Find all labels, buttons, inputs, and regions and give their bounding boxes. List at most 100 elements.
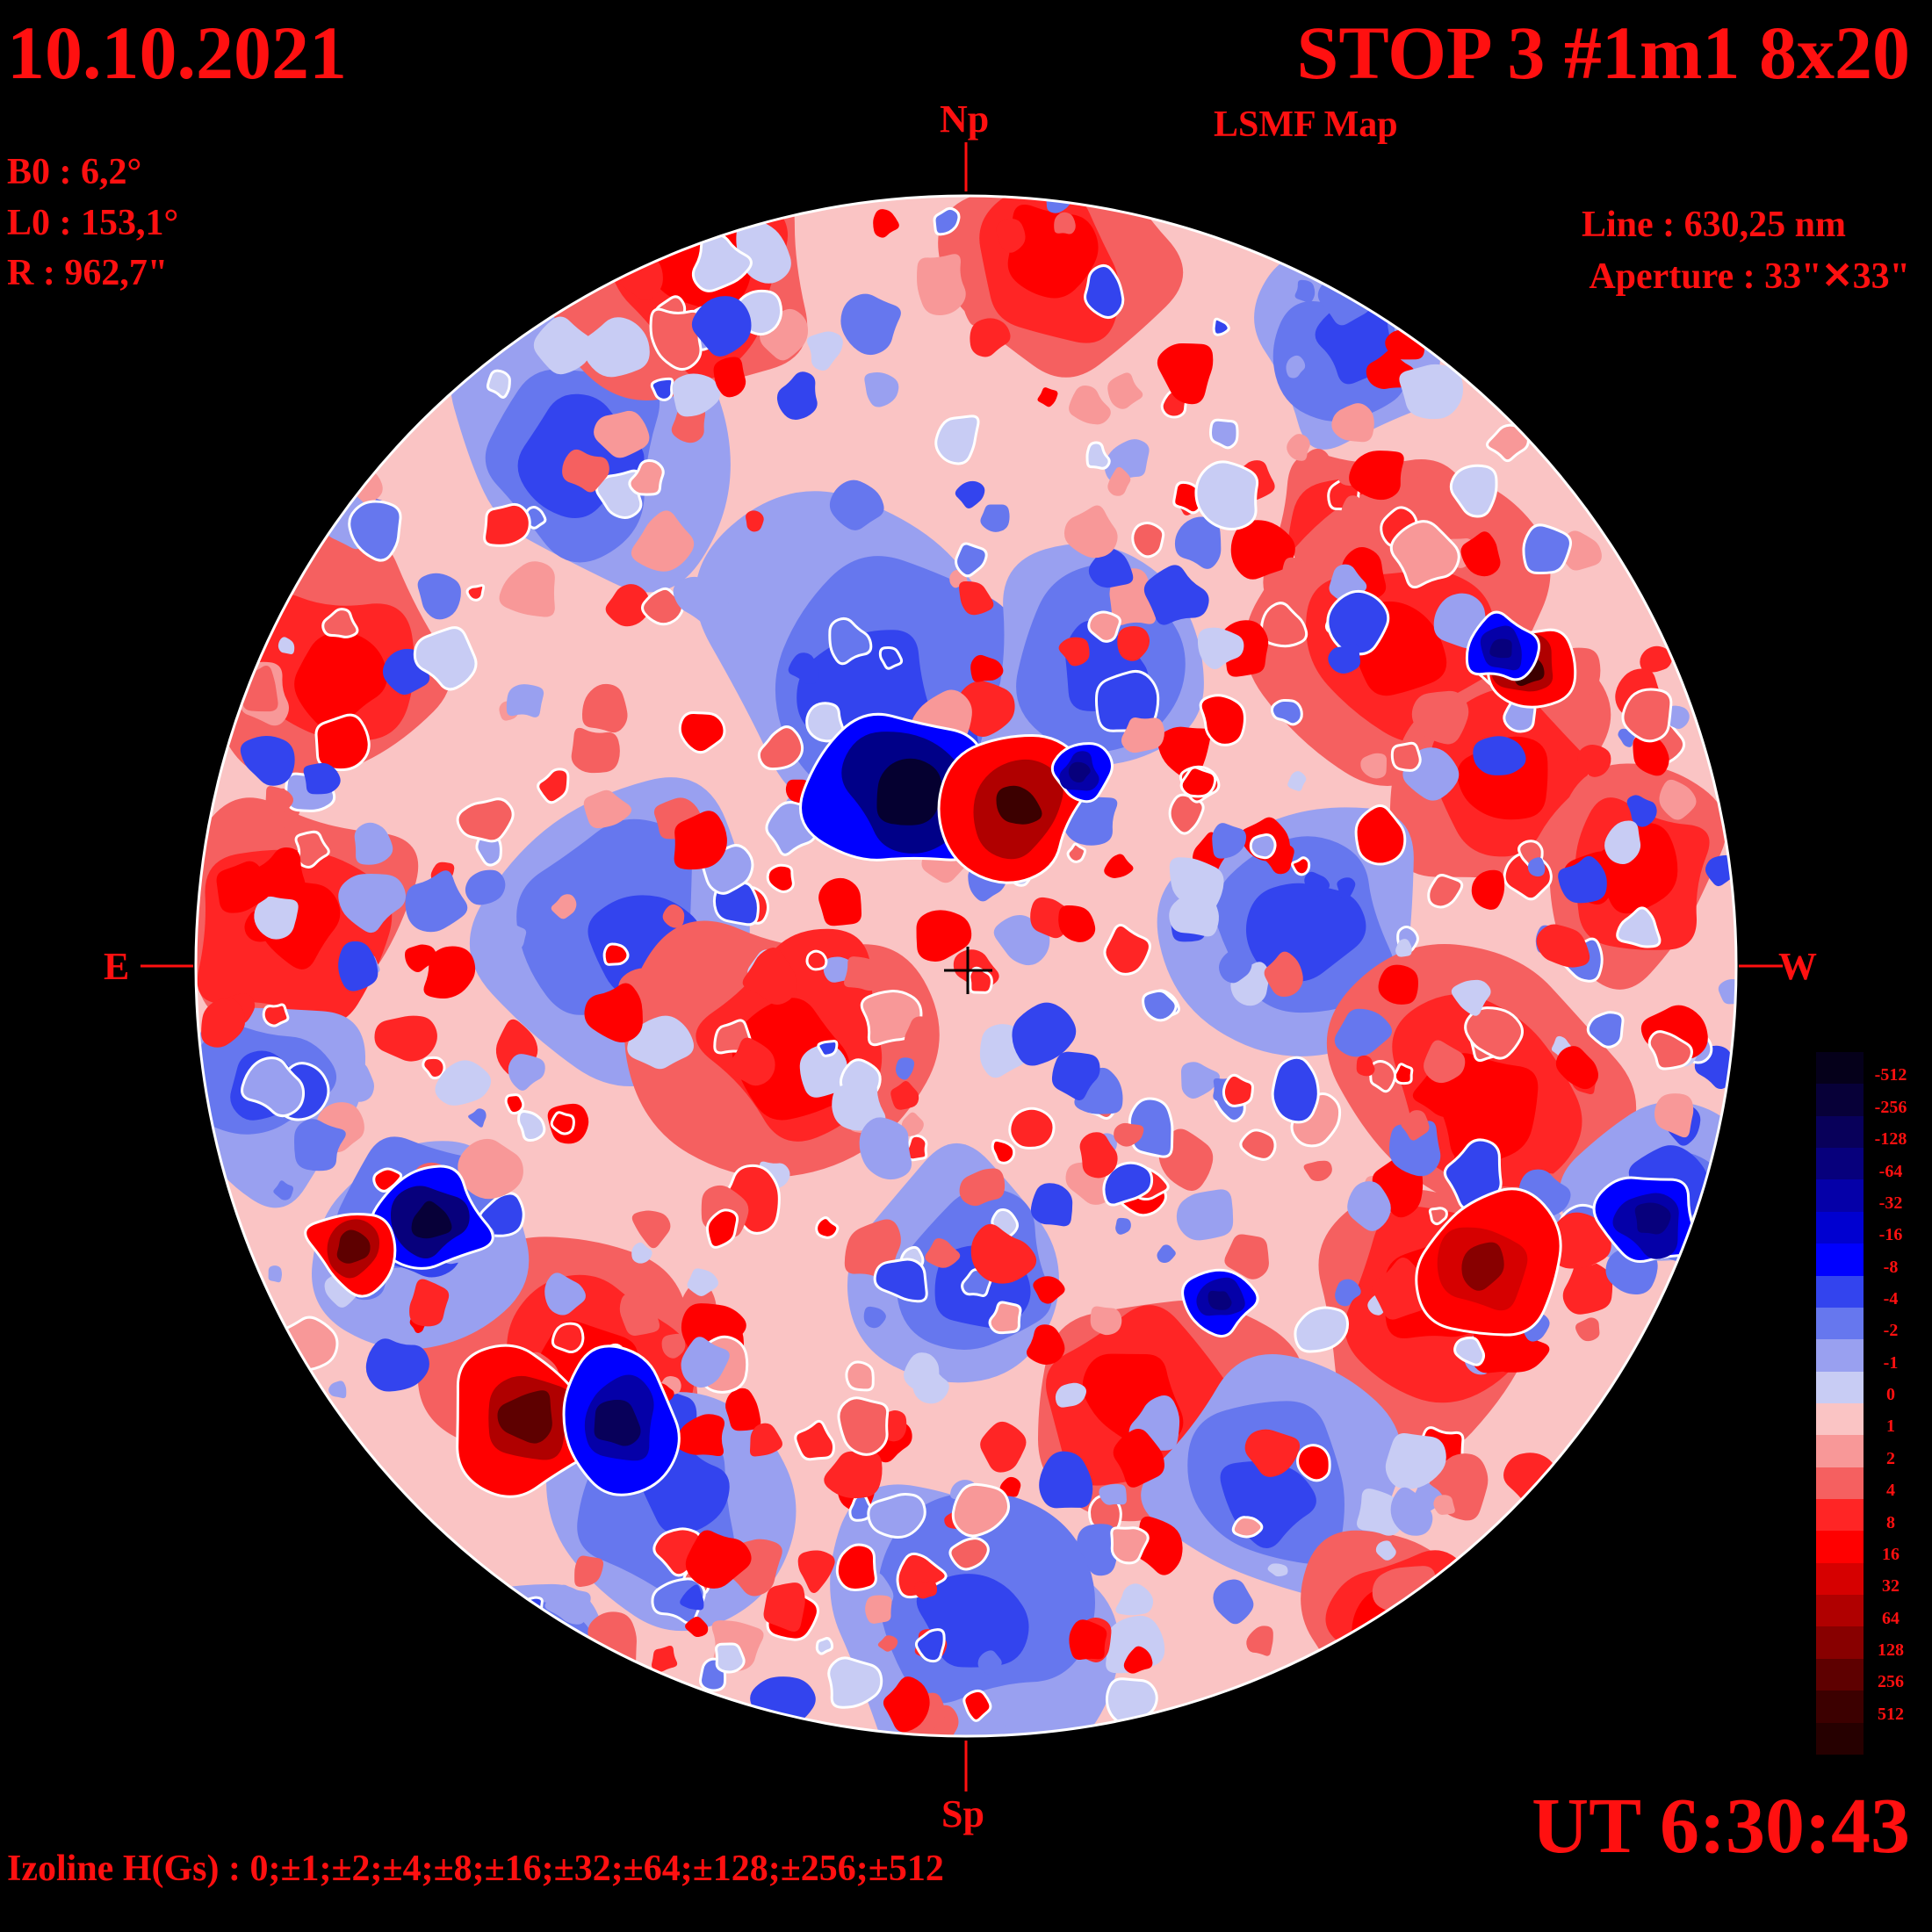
field-blob — [797, 1550, 835, 1594]
field-blob — [631, 1242, 652, 1264]
field-blob — [584, 983, 643, 1043]
colorbar-segment — [1816, 1307, 1864, 1340]
field-blob — [828, 616, 873, 666]
colorbar-segment — [1816, 1722, 1864, 1755]
map-subtitle: LSMF Map — [1214, 105, 1398, 145]
field-blob — [1558, 855, 1607, 904]
field-blob — [508, 1054, 545, 1091]
field-blob — [1294, 279, 1316, 303]
field-blob — [1104, 854, 1134, 878]
field-blob — [405, 870, 468, 933]
colorbar-segment — [1816, 1467, 1864, 1500]
field-blob — [815, 1216, 840, 1239]
field-blob — [1169, 893, 1219, 937]
field-blob — [1222, 1073, 1254, 1107]
field-blob — [1334, 1008, 1393, 1057]
field-blob — [1471, 869, 1505, 910]
field-blob — [294, 631, 387, 732]
field-blob — [328, 1381, 347, 1399]
colorbar-label: -2 — [1883, 1321, 1899, 1341]
field-blob — [1107, 466, 1131, 496]
field-blob — [1084, 263, 1125, 320]
field-blob — [1107, 372, 1143, 409]
map-title: STOP 3 #1m1 8x20 — [1296, 11, 1910, 95]
colorbar-segment — [1816, 1148, 1864, 1180]
field-blob — [551, 1322, 585, 1354]
field-blob — [1114, 1122, 1144, 1147]
field-blob — [799, 1044, 847, 1098]
field-blob — [1271, 1056, 1320, 1124]
field-blob — [1249, 833, 1277, 860]
field-blob — [1176, 1189, 1234, 1241]
field-blob — [1705, 854, 1735, 887]
field-blob — [1460, 531, 1501, 577]
field-blob — [896, 1552, 948, 1599]
colorbar-label: 2 — [1886, 1448, 1895, 1468]
field-blob — [1087, 610, 1121, 643]
colorbar-segment — [1816, 1626, 1864, 1659]
field-blob — [497, 1390, 552, 1444]
field-blob — [422, 1056, 446, 1080]
field-blob — [980, 1421, 1027, 1473]
field-blob — [1304, 871, 1330, 897]
field-pattern — [196, 196, 1736, 1736]
field-blob — [583, 789, 632, 829]
field-blob — [1562, 1258, 1613, 1315]
field-blob — [1121, 717, 1164, 753]
colorbar-label: 32 — [1882, 1576, 1900, 1597]
field-blob — [551, 894, 577, 919]
field-blob — [876, 758, 942, 825]
b0-param: B0 : 6,2° — [7, 152, 142, 192]
disk-limb — [194, 194, 1738, 1738]
field-blob — [951, 1482, 1011, 1538]
colorbar-label: -1 — [1883, 1352, 1899, 1373]
field-blob — [980, 504, 1010, 532]
field-blob — [1246, 1626, 1273, 1656]
field-blob — [818, 877, 862, 926]
field-blob — [1103, 923, 1151, 976]
colorbar-label: -256 — [1874, 1097, 1907, 1117]
field-blob — [348, 500, 402, 562]
field-blob — [805, 702, 845, 743]
field-blob — [1007, 205, 1099, 299]
field-blob — [321, 608, 359, 638]
field-blob — [1393, 1063, 1414, 1085]
field-blob — [1411, 690, 1469, 745]
field-blob — [265, 786, 293, 815]
field-blob — [1412, 1071, 1468, 1119]
field-blob — [1287, 434, 1310, 461]
field-blob — [1388, 1121, 1441, 1177]
colorbar — [1816, 1052, 1864, 1755]
field-blob — [1296, 1444, 1331, 1482]
field-blob — [867, 1492, 926, 1539]
field-blob — [1143, 565, 1209, 625]
field-blob — [1389, 520, 1460, 589]
field-blob — [1522, 523, 1572, 575]
field-blob — [1286, 355, 1306, 378]
field-blob — [746, 510, 764, 532]
field-blob — [1659, 779, 1697, 820]
field-blob — [517, 1110, 546, 1142]
field-blob — [1066, 842, 1087, 863]
field-blob — [1079, 1132, 1118, 1179]
colorbar-segment — [1816, 1371, 1864, 1403]
field-blob — [749, 1423, 782, 1457]
field-blob — [1433, 1495, 1455, 1515]
field-blob — [499, 561, 555, 617]
field-blob — [1142, 989, 1178, 1022]
field-blob — [1213, 1579, 1254, 1625]
field-blob — [687, 1268, 718, 1296]
field-blob — [1051, 1051, 1100, 1100]
colorbar-segment — [1816, 1690, 1864, 1723]
field-blob — [959, 580, 994, 616]
field-blob — [1626, 795, 1657, 827]
field-blob — [988, 1301, 1022, 1335]
field-blob — [959, 282, 992, 326]
field-blob — [1259, 602, 1308, 648]
field-blob — [398, 1583, 632, 1736]
east-label: E — [104, 945, 130, 988]
colorbar-segment — [1816, 1339, 1864, 1372]
field-blob — [627, 1015, 695, 1070]
field-blob — [1058, 637, 1090, 667]
